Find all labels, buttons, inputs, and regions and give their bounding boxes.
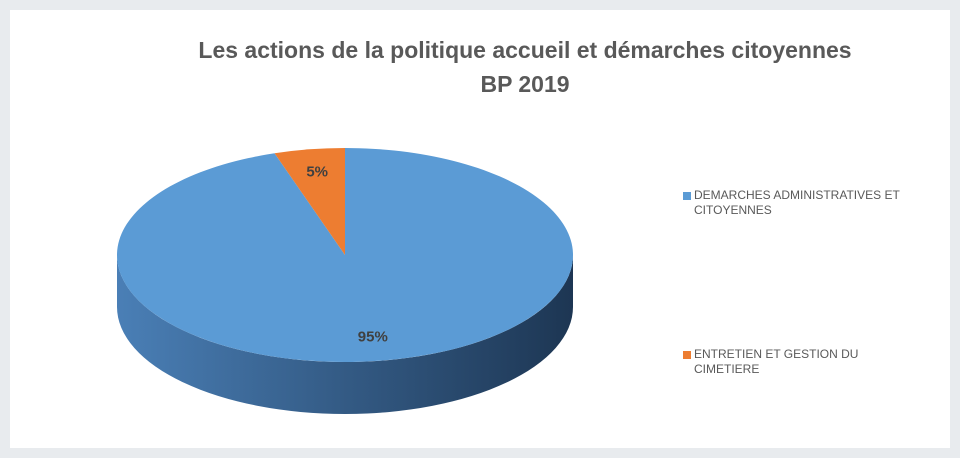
pie-side [117,255,573,414]
legend-label: ENTRETIEN ET GESTION DU CIMETIERE [694,347,858,376]
pie-slice [117,148,574,362]
legend-swatch [683,351,691,359]
chart-title: Les actions de la politique accueil et d… [198,37,851,63]
pie-slice [274,148,345,255]
legend-swatch [683,192,691,200]
chart-subtitle: BP 2019 [480,71,569,97]
legend-label: DEMARCHES ADMINISTRATIVES ET CITOYENNES [694,188,900,217]
data-label: 95% [358,328,388,345]
data-label: 5% [306,164,328,181]
